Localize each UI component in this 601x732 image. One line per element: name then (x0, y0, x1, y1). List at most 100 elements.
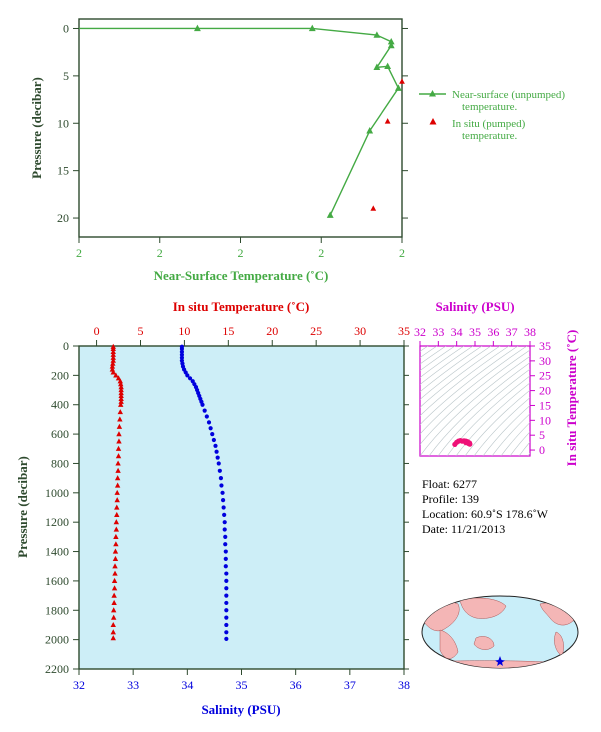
temperature-point (110, 614, 117, 620)
near-surface-point (373, 31, 381, 38)
top-y-axis: 0 5 10 15 20 (57, 21, 408, 225)
density-contour (420, 346, 447, 365)
ts-series-group (452, 437, 473, 448)
salinity-tick-label: 37 (344, 678, 356, 692)
ts-plot-frame (419, 345, 531, 457)
ts-temperature-tick-label: 10 (539, 413, 551, 427)
density-contour (420, 346, 528, 435)
temperature-point (113, 372, 119, 378)
temperature-point (114, 511, 120, 517)
density-contour (420, 355, 530, 456)
density-contour (518, 441, 530, 456)
ts-temperature-tick-label: 25 (539, 369, 551, 383)
ts-salinity-tick-label: 38 (524, 325, 536, 339)
temperature-point (113, 526, 120, 532)
temperature-point (110, 369, 116, 375)
temperature-point (111, 577, 118, 584)
temperature-point (110, 607, 117, 613)
salinity-axis: 32 33 34 35 36 37 38 (73, 669, 410, 692)
temperature-point (118, 398, 124, 404)
float-location-map (421, 595, 579, 669)
ts-salinity-tick-label: 34 (451, 325, 463, 339)
temperature-point (110, 629, 116, 635)
ts-temperature-tick-label: 0 (539, 443, 545, 457)
density-contour (420, 346, 456, 372)
density-contour (420, 346, 438, 359)
temperature-point (110, 360, 116, 366)
density-contour (482, 405, 530, 456)
temperature-axis: 0 5 10 15 20 25 30 35 (94, 324, 410, 346)
temperature-tick-label: 35 (398, 324, 410, 338)
top-legend: Near-surface (unpumped) temperature. In … (419, 89, 565, 142)
temperature-tick-label: 30 (354, 324, 366, 338)
salinity-point (179, 352, 185, 357)
pressure-tick-label: 200 (51, 368, 69, 382)
temperature-point (110, 354, 116, 360)
temperature-point (110, 348, 116, 354)
ts-point (465, 440, 472, 447)
ts-point (452, 441, 458, 448)
density-contour (500, 422, 530, 456)
info-location: Location: 60.9˚S 178.6˚W (422, 507, 548, 521)
legend-label-near-surface-2: temperature. (462, 101, 518, 113)
near-surface-point (308, 24, 316, 32)
salinity-point (216, 461, 221, 466)
salinity-tick-label: 32 (73, 678, 85, 692)
salinity-point (208, 426, 213, 431)
ts-salinity-tick-label: 33 (432, 325, 444, 339)
near-surface-point (387, 37, 395, 45)
ts-temperature-tick-label: 15 (539, 398, 551, 412)
near-surface-point (384, 62, 392, 70)
temperature-point (118, 384, 124, 390)
info-profile: Profile: 139 (422, 492, 479, 506)
ts-salinity-tick-label: 37 (506, 325, 518, 339)
near-surface-point (366, 127, 374, 134)
in-situ-point (370, 205, 377, 211)
temperature-point (115, 445, 122, 451)
temperature-point (114, 497, 120, 503)
density-contour (473, 397, 530, 456)
pressure-tick-label: 600 (51, 427, 69, 441)
salinity-point (202, 408, 207, 413)
temperature-point (112, 555, 119, 561)
profile-chart: 0200400600800100012001400160018002000220… (15, 299, 410, 717)
salinity-point (224, 571, 229, 576)
main-plot-frame (78, 345, 405, 670)
salinity-point (224, 636, 229, 642)
top-x-tick-label: 2 (318, 246, 324, 260)
top-series-group (79, 24, 405, 218)
pressure-tick-label: 1400 (45, 545, 69, 559)
density-contour (464, 389, 530, 456)
main-x2-axis-label: In situ Temperature (˚C) (173, 299, 310, 314)
pressure-tick-label: 1000 (45, 486, 69, 500)
density-contour (509, 431, 530, 456)
top-y-tick-label: 5 (63, 69, 69, 83)
salinity-tick-label: 35 (236, 678, 248, 692)
temperature-point (118, 387, 124, 393)
density-contour (420, 346, 519, 425)
pressure-tick-label: 2000 (45, 633, 69, 647)
temperature-point (111, 592, 117, 598)
temperature-point (117, 378, 123, 384)
salinity-point (206, 420, 212, 425)
pressure-tick-label: 1600 (45, 574, 69, 588)
legend-marker-near-surface (429, 90, 436, 97)
ts-temperature-tick-label: 35 (539, 339, 551, 353)
salinity-point (224, 608, 229, 613)
density-contour (491, 413, 530, 456)
salinity-tick-label: 33 (127, 678, 139, 692)
legend-label-near-surface-1: Near-surface (unpumped) (452, 89, 565, 101)
temperature-point (114, 475, 121, 481)
temperature-point (110, 351, 116, 357)
temperature-point (117, 416, 123, 422)
pressure-tick-label: 1200 (45, 515, 69, 529)
salinity-point (179, 346, 185, 352)
temperature-point (118, 392, 124, 399)
salinity-tick-label: 34 (181, 678, 193, 692)
temperature-point (114, 482, 121, 488)
salinity-point (223, 534, 228, 539)
in-situ-point (384, 118, 391, 124)
salinity-tick-label: 38 (398, 678, 410, 692)
salinity-point (214, 449, 219, 454)
